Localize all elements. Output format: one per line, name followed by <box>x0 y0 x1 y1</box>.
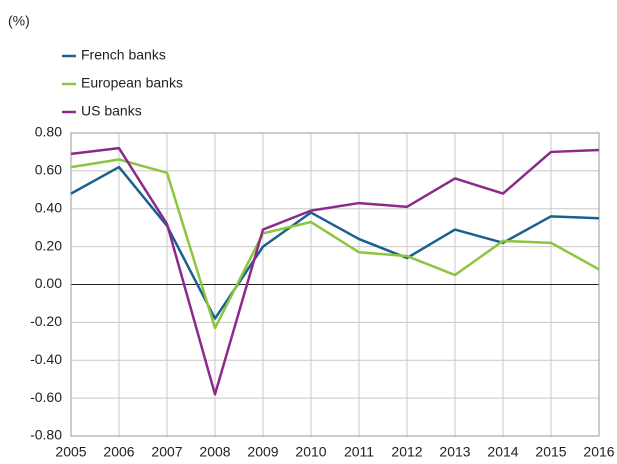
y-tick-label: -0.40 <box>30 351 62 367</box>
legend-label: French banks <box>81 47 166 63</box>
x-tick-label: 2005 <box>55 444 86 460</box>
x-tick-label: 2010 <box>295 444 326 460</box>
x-tick-label: 2012 <box>391 444 422 460</box>
x-tick-label: 2007 <box>151 444 182 460</box>
x-tick-label: 2009 <box>247 444 278 460</box>
y-tick-label: 0.60 <box>35 162 62 178</box>
y-tick-label: -0.60 <box>30 389 62 405</box>
y-tick-label: -0.80 <box>30 427 62 443</box>
series-line <box>70 146 600 396</box>
y-tick-label: 0.00 <box>35 275 62 291</box>
y-tick-label: 0.40 <box>35 199 62 215</box>
y-tick-label: -0.20 <box>30 313 62 329</box>
legend-label: European banks <box>81 75 183 91</box>
series-line <box>70 158 600 330</box>
x-tick-label: 2006 <box>103 444 134 460</box>
y-axis-label: (%) <box>8 13 30 29</box>
x-tick-label: 2011 <box>344 444 374 460</box>
legend-label: US banks <box>81 103 142 119</box>
x-tick-label: 2016 <box>583 444 614 460</box>
series-line <box>70 165 600 320</box>
y-tick-label: 0.80 <box>35 124 62 140</box>
plot-border <box>70 132 600 437</box>
x-tick-label: 2014 <box>487 444 518 460</box>
x-tick-label: 2013 <box>439 444 470 460</box>
y-tick-label: 0.20 <box>35 237 62 253</box>
x-tick-label: 2008 <box>199 444 230 460</box>
x-tick-label: 2015 <box>535 444 566 460</box>
